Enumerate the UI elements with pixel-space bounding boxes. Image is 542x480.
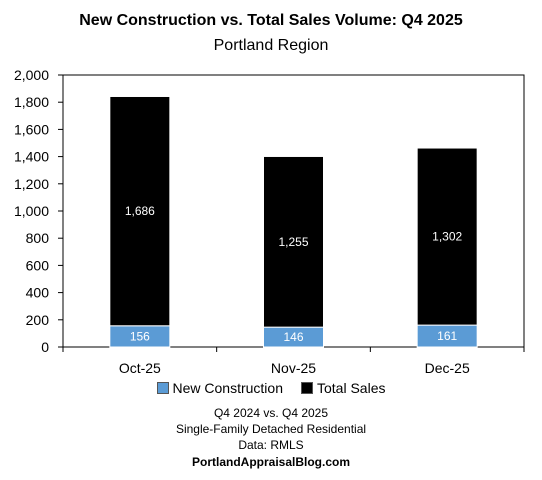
y-tick-label: 2,000 bbox=[14, 67, 49, 83]
footer-period: Q4 2024 vs. Q4 2025 bbox=[213, 406, 329, 420]
x-tick-label: Nov-25 bbox=[271, 360, 316, 376]
data-label-total-sales: 1,255 bbox=[278, 235, 308, 249]
chart-legend: New Construction Total Sales bbox=[0, 380, 542, 396]
y-tick-label: 400 bbox=[26, 285, 50, 301]
footer-website: PortlandAppraisalBlog.com bbox=[191, 455, 351, 469]
y-tick-label: 1,000 bbox=[14, 203, 49, 219]
data-label-new-construction: 146 bbox=[283, 330, 303, 344]
bar-total-sales bbox=[263, 155, 324, 328]
legend-label-total-sales: Total Sales bbox=[317, 380, 386, 396]
y-tick-label: 200 bbox=[26, 312, 50, 328]
x-tick-label: Oct-25 bbox=[119, 360, 161, 376]
bar-total-sales bbox=[109, 95, 171, 327]
chart-title: New Construction vs. Total Sales Volume:… bbox=[79, 12, 463, 29]
y-tick-label: 1,800 bbox=[14, 94, 49, 110]
x-tick-label: Dec-25 bbox=[425, 360, 470, 376]
y-tick-label: 1,600 bbox=[14, 121, 49, 137]
y-tick-label: 1,200 bbox=[14, 176, 49, 192]
footer-property-type: Single-Family Detached Residential bbox=[175, 422, 367, 436]
y-tick-label: 0 bbox=[41, 339, 49, 355]
legend-item-total-sales: Total Sales bbox=[301, 380, 385, 396]
data-label-total-sales: 1,686 bbox=[125, 204, 155, 218]
legend-swatch-new-construction bbox=[156, 382, 169, 394]
chart-subtitle: Portland Region bbox=[213, 37, 329, 54]
legend-item-new-construction: New Construction bbox=[156, 380, 284, 396]
y-tick-label: 800 bbox=[26, 230, 50, 246]
y-tick-label: 1,400 bbox=[14, 149, 49, 165]
legend-label-new-construction: New Construction bbox=[172, 380, 284, 396]
legend-swatch-total-sales bbox=[301, 382, 313, 394]
chart-plot: 0 200 400 600 800 1,000 1,200 1,400 1,600 1,800 2,… bbox=[14, 67, 525, 376]
y-tick-label: 600 bbox=[26, 257, 50, 273]
data-label-new-construction: 161 bbox=[437, 329, 457, 343]
data-label-total-sales: 1,302 bbox=[432, 230, 462, 244]
bar-total-sales bbox=[416, 147, 478, 326]
footer-source: Data: RMLS bbox=[238, 438, 304, 452]
data-label-new-construction: 156 bbox=[130, 329, 150, 343]
